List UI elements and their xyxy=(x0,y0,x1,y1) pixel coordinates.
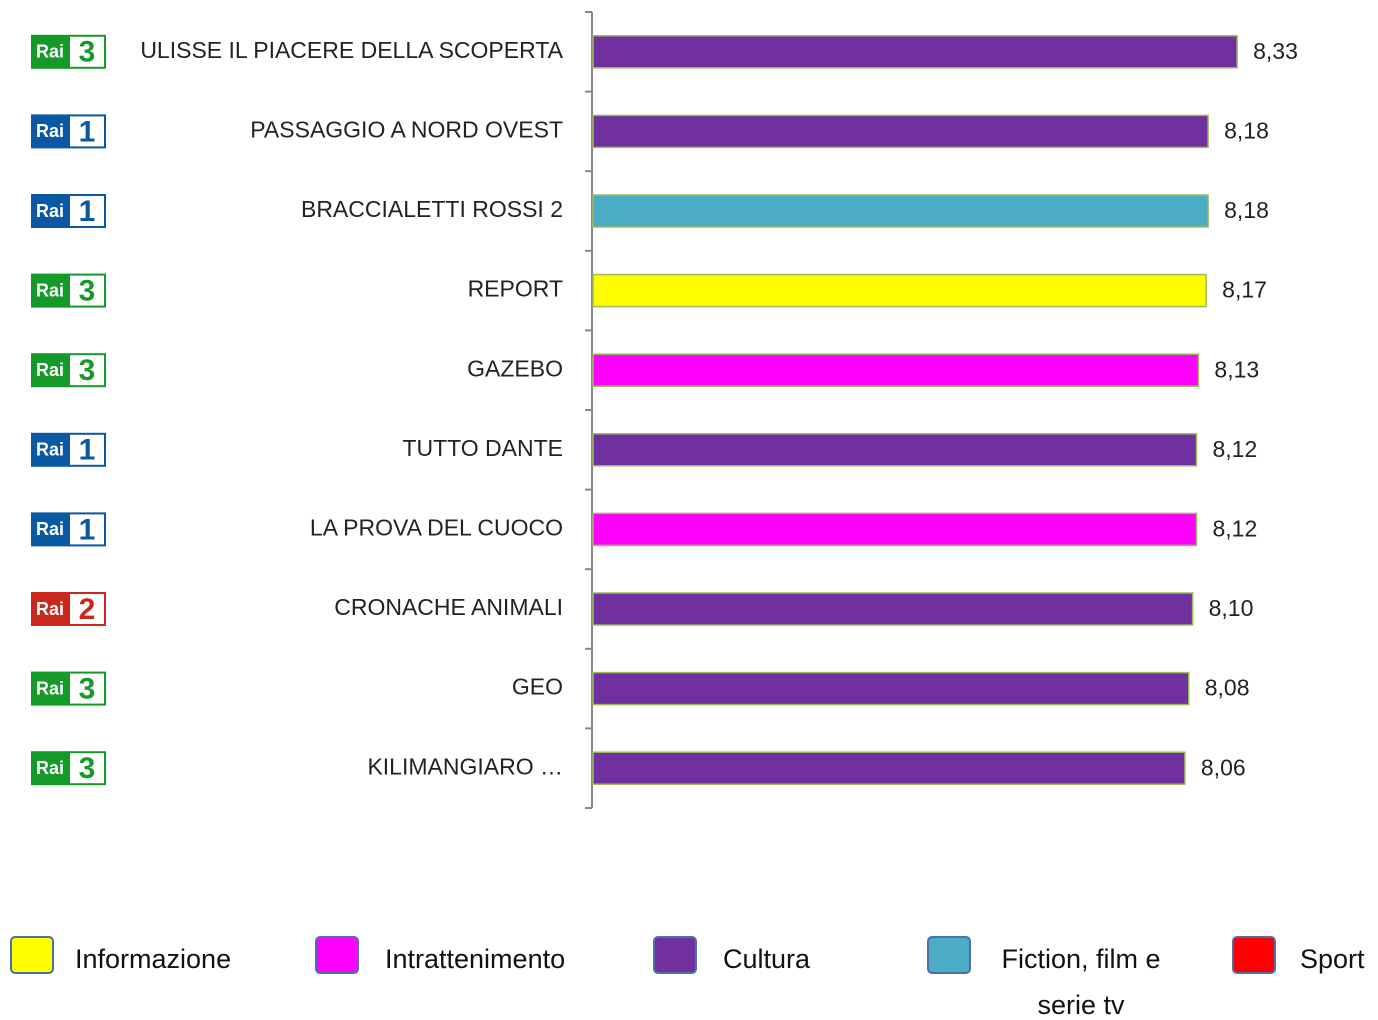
channel-logo: Rai 1 xyxy=(31,194,106,228)
logo-right xyxy=(68,432,106,467)
logo-brand: Rai xyxy=(36,360,64,380)
value-label: 8,17 xyxy=(1222,277,1267,303)
channel-logo: Rai 2 xyxy=(31,592,106,626)
logo-brand: Rai xyxy=(36,121,64,141)
value-label: 8,12 xyxy=(1212,436,1257,462)
category-label: GEO xyxy=(512,674,563,700)
bar xyxy=(592,592,1194,626)
logo-left xyxy=(31,114,69,149)
legend-label: Sport xyxy=(1300,944,1365,974)
logo-right xyxy=(68,114,106,149)
logo-right xyxy=(68,512,106,547)
logo-left xyxy=(31,432,69,467)
bar xyxy=(592,353,1200,387)
logo-number: 3 xyxy=(79,275,96,308)
logo-right xyxy=(68,592,106,626)
logo-number: 3 xyxy=(79,354,96,387)
bar xyxy=(592,114,1209,149)
logo-left xyxy=(31,34,69,69)
bar xyxy=(592,512,1198,547)
logo-number: 3 xyxy=(79,36,96,69)
logo-brand: Rai xyxy=(36,519,64,539)
logo-brand: Rai xyxy=(36,599,64,619)
legend-swatch xyxy=(653,936,697,974)
logo-number: 1 xyxy=(79,195,96,228)
value-label: 8,06 xyxy=(1201,754,1246,780)
logo-brand: Rai xyxy=(36,280,64,300)
bar xyxy=(592,35,1238,69)
value-label: 8,18 xyxy=(1224,117,1269,143)
value-label: 8,10 xyxy=(1209,595,1254,621)
legend-swatch xyxy=(927,936,971,974)
bar xyxy=(592,433,1198,467)
category-label: LA PROVA DEL CUOCO xyxy=(310,514,563,540)
logo-brand: Rai xyxy=(36,440,64,460)
value-label: 8,13 xyxy=(1214,356,1259,382)
bar xyxy=(592,194,1209,228)
value-label: 8,12 xyxy=(1212,515,1257,541)
legend-swatch xyxy=(10,936,54,974)
value-label: 8,08 xyxy=(1205,675,1250,701)
logo-right xyxy=(68,353,106,388)
logo-left xyxy=(31,592,69,626)
logo-right xyxy=(68,751,106,786)
chart: ULISSE IL PIACERE DELLA SCOPERTA 8,33 Rai 3… xyxy=(31,11,1298,809)
logo-left xyxy=(31,751,69,786)
channel-logo: Rai 3 xyxy=(31,751,106,786)
category-label: GAZEBO xyxy=(467,355,563,381)
value-label: 8,33 xyxy=(1253,38,1298,64)
logo-left xyxy=(31,671,69,706)
logo-left xyxy=(31,273,69,308)
logo-brand: Rai xyxy=(36,201,64,221)
category-label: KILIMANGIARO … xyxy=(367,753,563,779)
logo-number: 1 xyxy=(79,434,96,467)
category-label: BRACCIALETTI ROSSI 2 xyxy=(301,196,563,222)
bar xyxy=(592,751,1186,785)
channel-logo: Rai 3 xyxy=(31,671,106,706)
channel-logo: Rai 3 xyxy=(31,34,106,69)
legend-label: Informazione xyxy=(75,944,232,974)
logo-right xyxy=(68,34,106,69)
logo-number: 1 xyxy=(79,513,96,546)
logo-number: 3 xyxy=(79,673,96,706)
channel-logo: Rai 3 xyxy=(31,353,106,388)
channel-logo: Rai 1 xyxy=(31,114,106,149)
logo-left xyxy=(31,194,69,228)
logo-number: 3 xyxy=(79,752,96,785)
logo-number: 1 xyxy=(79,115,96,148)
legend-swatch xyxy=(1232,936,1276,974)
category-label: PASSAGGIO A NORD OVEST xyxy=(250,116,563,142)
logo-brand: Rai xyxy=(36,42,64,62)
logo-number: 2 xyxy=(79,593,96,626)
channel-logo: Rai 1 xyxy=(31,432,106,467)
channel-logo: Rai 1 xyxy=(31,512,106,547)
logo-right xyxy=(68,273,106,308)
category-label: TUTTO DANTE xyxy=(402,435,563,461)
value-label: 8,18 xyxy=(1224,197,1269,223)
channel-logo: Rai 3 xyxy=(31,273,106,308)
logo-right xyxy=(68,194,106,228)
legend-label: Cultura xyxy=(723,944,811,974)
bar xyxy=(592,671,1190,706)
category-label: REPORT xyxy=(468,276,563,302)
legend-label: Intrattenimento xyxy=(385,944,566,974)
logo-brand: Rai xyxy=(36,758,64,778)
legend-label: Fiction, film e serie tv xyxy=(1001,944,1161,1020)
logo-left xyxy=(31,512,69,547)
category-label: CRONACHE ANIMALI xyxy=(334,594,563,620)
legend-swatch xyxy=(315,936,359,974)
category-label: ULISSE IL PIACERE DELLA SCOPERTA xyxy=(140,37,563,63)
logo-right xyxy=(68,671,106,706)
bar xyxy=(592,273,1207,308)
logo-brand: Rai xyxy=(36,678,64,698)
logo-left xyxy=(31,353,69,388)
